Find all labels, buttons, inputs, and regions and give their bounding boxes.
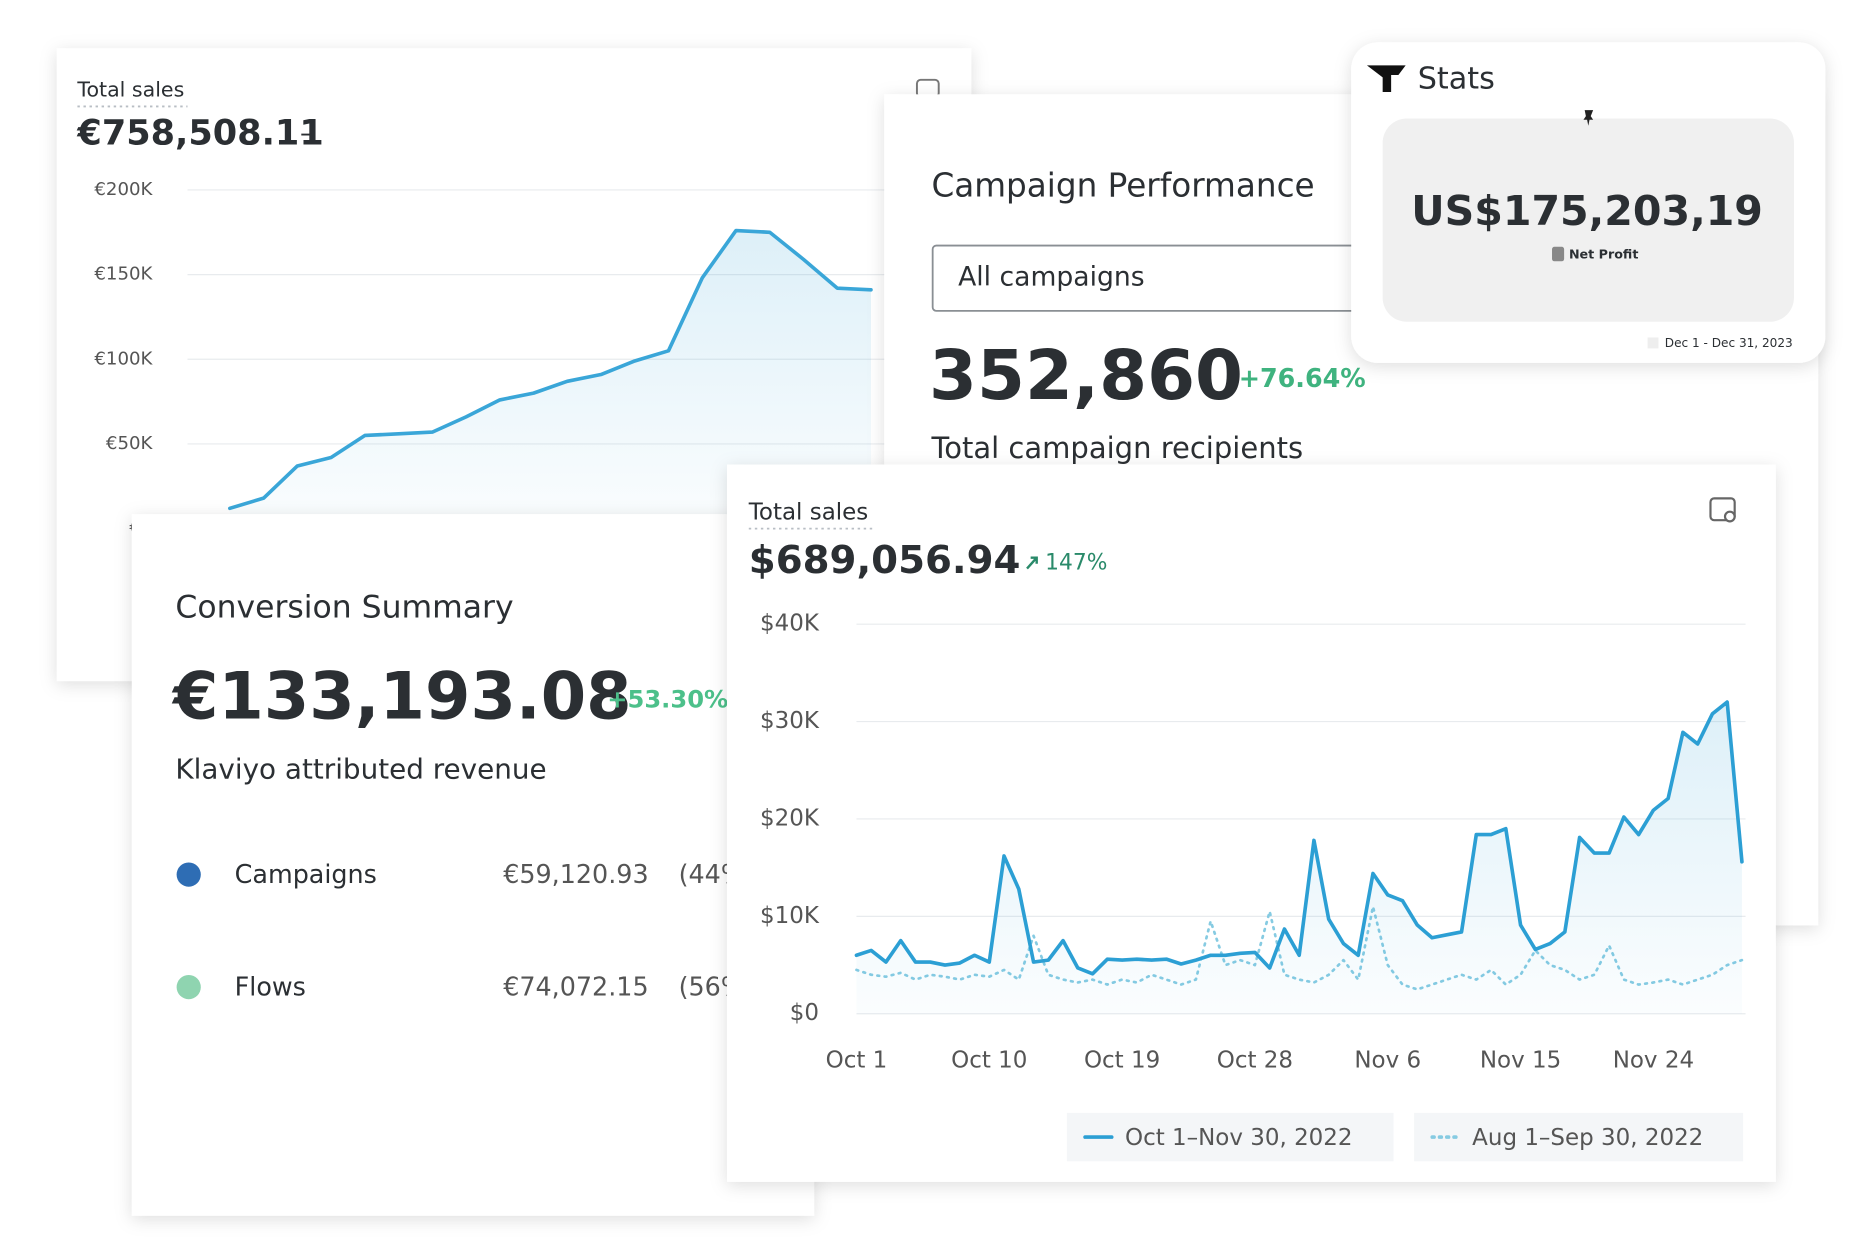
y-tick-label: €200K	[94, 179, 153, 200]
headline: $689,056.94	[749, 538, 1021, 583]
x-tick-label: Oct 1	[826, 1047, 888, 1073]
card-title: Total sales	[76, 78, 184, 102]
calendar-icon	[1647, 337, 1659, 349]
legend-label: Oct 1–Nov 30, 2022	[1125, 1125, 1353, 1151]
metric-value: 352,860	[929, 336, 1243, 416]
total-sales-usd-card: Total sales $689,056.94 147% $0 $10K $20K $…	[727, 464, 1776, 1182]
x-tick-label: Oct 28	[1217, 1047, 1293, 1073]
metric-change: +76.64%	[1239, 363, 1366, 393]
x-tick-label: Nov 24	[1613, 1047, 1694, 1073]
y-tick-label: $40K	[760, 611, 820, 637]
line	[854, 700, 1744, 976]
metric-label: Total campaign recipients	[930, 431, 1303, 465]
y-tick-label: $20K	[760, 805, 820, 831]
date-range: Dec 1 - Dec 31, 2023	[1665, 336, 1793, 350]
area	[229, 230, 871, 529]
y-tick-label: €50K	[106, 433, 154, 454]
x-tick-label: Nov 15	[1480, 1047, 1561, 1073]
row-name: Campaigns	[235, 859, 377, 889]
row-amount: €74,072.15	[503, 971, 648, 1001]
explore-icon[interactable]	[1709, 497, 1736, 522]
metric-change: +53.30%	[607, 685, 728, 713]
card-title: Conversion Summary	[175, 589, 513, 625]
stat-box	[1382, 118, 1794, 322]
up-arrow	[1026, 556, 1038, 570]
dropdown-label[interactable]: All campaigns	[958, 262, 1145, 293]
conversion-summary-card: Conversion Summary €133,193.08 +53.30% K…	[131, 514, 815, 1216]
stat-value: US$175,203,19	[1411, 187, 1763, 235]
card-title: Stats	[1418, 61, 1495, 96]
x-tick-label: Nov 6	[1354, 1047, 1421, 1073]
row-amount: €59,120.93	[503, 859, 648, 889]
metric-value: €133,193.08	[171, 658, 632, 734]
card	[131, 514, 815, 1216]
card	[727, 464, 1776, 1182]
logo	[1366, 65, 1406, 92]
explore-icon[interactable]	[1723, 510, 1736, 523]
stats-card: Stats US$175,203,19 Net Profit Dec 1 - D…	[1351, 42, 1826, 363]
area	[856, 702, 1742, 1014]
legend-dot	[176, 975, 201, 1000]
shop-icon	[1552, 246, 1565, 262]
change: 147%	[1045, 551, 1107, 576]
legend-label: Aug 1–Sep 30, 2022	[1472, 1125, 1703, 1151]
legend-dot	[176, 862, 201, 887]
x-tick-label: Oct 19	[1084, 1047, 1160, 1073]
headline: €758,508.11	[76, 112, 323, 153]
legend-item	[1066, 1112, 1394, 1162]
y-tick-label: $10K	[760, 903, 820, 929]
stat-label: Net Profit	[1569, 247, 1638, 262]
y-tick-label: $0	[790, 1000, 819, 1026]
y-tick-label: €150K	[94, 264, 153, 285]
y-tick-label: €100K	[94, 348, 153, 369]
card-title: Campaign Performance	[931, 167, 1314, 205]
change: –	[300, 118, 313, 149]
legend-item	[1414, 1112, 1744, 1162]
y-tick-label: $30K	[760, 708, 820, 734]
metric-label: Klaviyo attributed revenue	[175, 753, 546, 786]
card-title: Total sales	[748, 499, 868, 525]
row-name: Flows	[235, 971, 306, 1001]
pin-icon[interactable]	[1583, 110, 1594, 126]
x-tick-label: Oct 10	[951, 1047, 1027, 1073]
line	[228, 228, 873, 511]
